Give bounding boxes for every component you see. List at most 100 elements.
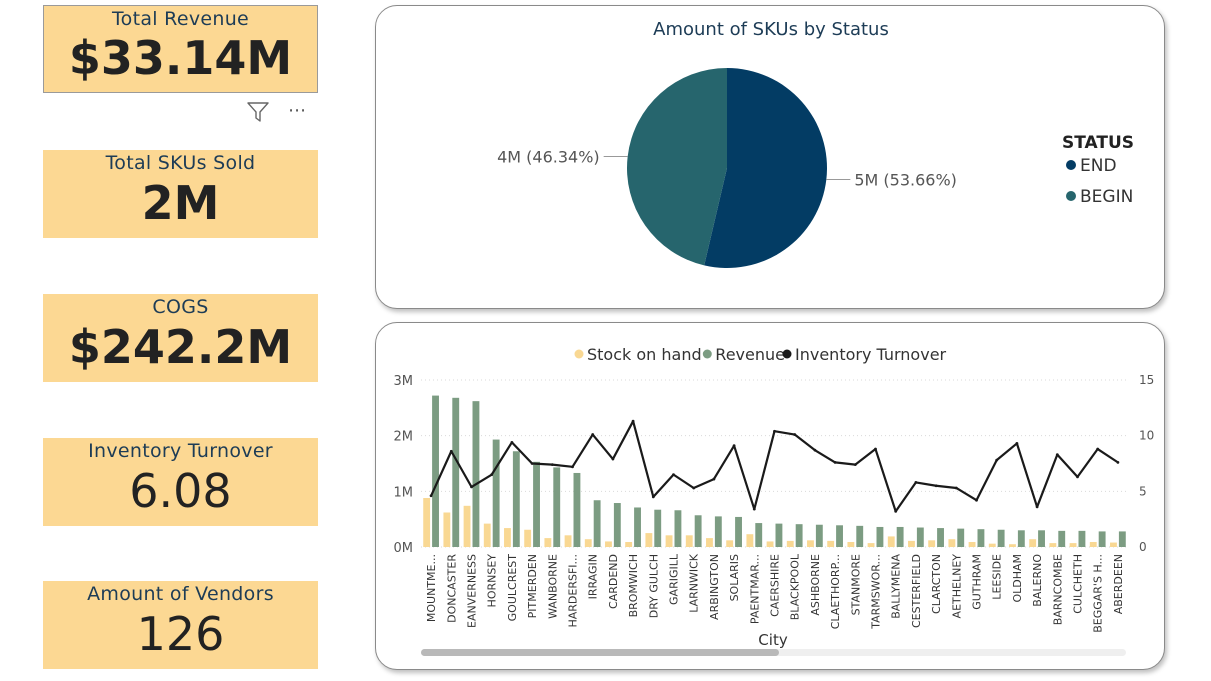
bar-stock-on-hand[interactable] xyxy=(685,535,693,547)
line-point-inventory-turnover[interactable] xyxy=(995,458,999,462)
bar-stock-on-hand[interactable] xyxy=(1009,544,1016,547)
bar-stock-on-hand[interactable] xyxy=(948,539,956,547)
bar-stock-on-hand[interactable] xyxy=(524,529,532,547)
line-point-inventory-turnover[interactable] xyxy=(752,507,756,511)
line-point-inventory-turnover[interactable] xyxy=(954,486,958,490)
bar-revenue[interactable] xyxy=(432,395,439,547)
line-point-inventory-turnover[interactable] xyxy=(470,485,473,489)
bar-revenue[interactable] xyxy=(1038,530,1045,547)
bar-stock-on-hand[interactable] xyxy=(746,534,754,547)
line-point-inventory-turnover[interactable] xyxy=(651,495,655,499)
legend-label[interactable]: Revenue xyxy=(715,345,785,364)
line-point-inventory-turnover[interactable] xyxy=(631,419,635,423)
filter-icon[interactable] xyxy=(246,101,270,127)
bar-stock-on-hand[interactable] xyxy=(1029,539,1037,547)
line-point-inventory-turnover[interactable] xyxy=(1015,442,1019,445)
bar-revenue[interactable] xyxy=(1118,531,1126,547)
line-point-inventory-turnover[interactable] xyxy=(530,462,534,465)
line-point-inventory-turnover[interactable] xyxy=(1035,505,1039,509)
bar-stock-on-hand[interactable] xyxy=(766,541,774,547)
bar-stock-on-hand[interactable] xyxy=(504,528,511,547)
bar-revenue[interactable] xyxy=(613,503,621,547)
line-point-inventory-turnover[interactable] xyxy=(914,481,918,484)
bar-revenue[interactable] xyxy=(937,528,944,547)
bar-stock-on-hand[interactable] xyxy=(645,533,653,547)
bar-revenue[interactable] xyxy=(755,523,763,547)
line-point-inventory-turnover[interactable] xyxy=(672,473,675,477)
more-options-icon[interactable]: ⋯ xyxy=(288,100,307,121)
bar-revenue[interactable] xyxy=(997,529,1005,547)
line-point-inventory-turnover[interactable] xyxy=(611,457,615,461)
line-point-inventory-turnover[interactable] xyxy=(571,465,574,469)
bar-stock-on-hand[interactable] xyxy=(827,540,835,547)
bar-stock-on-hand[interactable] xyxy=(726,540,734,547)
bar-revenue[interactable] xyxy=(1078,530,1086,547)
line-point-inventory-turnover[interactable] xyxy=(833,460,837,464)
bar-stock-on-hand[interactable] xyxy=(1110,542,1117,547)
bar-stock-on-hand[interactable] xyxy=(887,536,895,547)
bar-stock-on-hand[interactable] xyxy=(443,512,451,547)
line-point-inventory-turnover[interactable] xyxy=(1096,447,1100,451)
bar-revenue[interactable] xyxy=(876,526,884,547)
legend-label[interactable]: Inventory Turnover xyxy=(795,345,947,364)
bar-stock-on-hand[interactable] xyxy=(544,538,552,547)
bar-revenue[interactable] xyxy=(896,526,904,547)
bar-stock-on-hand[interactable] xyxy=(968,541,976,547)
line-point-inventory-turnover[interactable] xyxy=(975,498,978,502)
legend-label[interactable]: END xyxy=(1080,156,1117,176)
bar-stock-on-hand[interactable] xyxy=(483,523,491,547)
line-point-inventory-turnover[interactable] xyxy=(591,433,595,436)
legend-label[interactable]: BEGIN xyxy=(1080,187,1133,207)
line-point-inventory-turnover[interactable] xyxy=(853,463,857,467)
bar-stock-on-hand[interactable] xyxy=(847,541,855,547)
bar-revenue[interactable] xyxy=(634,507,641,547)
bar-stock-on-hand[interactable] xyxy=(867,543,875,547)
bar-stock-on-hand[interactable] xyxy=(584,539,592,547)
bar-revenue[interactable] xyxy=(674,510,682,547)
bar-revenue[interactable] xyxy=(735,516,742,547)
bar-stock-on-hand[interactable] xyxy=(564,535,572,547)
bar-revenue[interactable] xyxy=(795,524,803,547)
kpi-card-total-revenue[interactable]: Total Revenue $33.14M xyxy=(43,5,318,93)
line-point-inventory-turnover[interactable] xyxy=(1055,453,1059,456)
pie-slice-begin[interactable] xyxy=(627,68,727,266)
kpi-card-total-skus-sold[interactable]: Total SKUs Sold 2M xyxy=(43,150,318,238)
line-point-inventory-turnover[interactable] xyxy=(934,484,938,488)
line-point-inventory-turnover[interactable] xyxy=(712,477,716,481)
line-point-inventory-turnover[interactable] xyxy=(894,509,898,513)
bar-stock-on-hand[interactable] xyxy=(1049,543,1057,547)
bar-stock-on-hand[interactable] xyxy=(625,541,633,547)
legend-label[interactable]: Stock on hand xyxy=(587,345,702,364)
bar-revenue[interactable] xyxy=(815,524,823,547)
bar-revenue[interactable] xyxy=(977,529,985,547)
kpi-card-cogs[interactable]: COGS $242.2M xyxy=(43,294,318,382)
bar-revenue[interactable] xyxy=(775,523,783,547)
bar-revenue[interactable] xyxy=(593,500,601,547)
bar-revenue[interactable] xyxy=(1058,530,1066,547)
bar-stock-on-hand[interactable] xyxy=(786,540,794,547)
kpi-card-amount-of-vendors[interactable]: Amount of Vendors 126 xyxy=(43,581,318,669)
kpi-card-inventory-turnover[interactable]: Inventory Turnover 6.08 xyxy=(43,438,318,526)
pie-chart-card[interactable]: Amount of SKUs by Status 5M (53.66%) 4M (… xyxy=(375,5,1165,309)
bar-stock-on-hand[interactable] xyxy=(665,535,673,547)
bar-stock-on-hand[interactable] xyxy=(463,505,471,547)
bar-stock-on-hand[interactable] xyxy=(807,540,814,547)
bar-revenue[interactable] xyxy=(492,439,500,547)
bar-revenue[interactable] xyxy=(856,525,864,547)
line-point-inventory-turnover[interactable] xyxy=(550,463,554,467)
line-point-inventory-turnover[interactable] xyxy=(874,447,877,451)
pie-slice-end[interactable] xyxy=(704,68,828,268)
line-point-inventory-turnover[interactable] xyxy=(449,449,453,453)
bar-stock-on-hand[interactable] xyxy=(706,538,713,547)
bar-revenue[interactable] xyxy=(573,472,581,547)
bar-revenue[interactable] xyxy=(553,467,561,547)
scrollbar-thumb[interactable] xyxy=(421,649,779,656)
bar-revenue[interactable] xyxy=(957,528,965,547)
bar-revenue[interactable] xyxy=(694,515,702,547)
line-point-inventory-turnover[interactable] xyxy=(692,486,696,490)
bar-revenue[interactable] xyxy=(512,451,520,547)
bar-revenue[interactable] xyxy=(472,401,480,547)
bar-revenue[interactable] xyxy=(654,509,662,547)
line-point-inventory-turnover[interactable] xyxy=(1076,475,1079,479)
bar-revenue[interactable] xyxy=(836,525,843,547)
